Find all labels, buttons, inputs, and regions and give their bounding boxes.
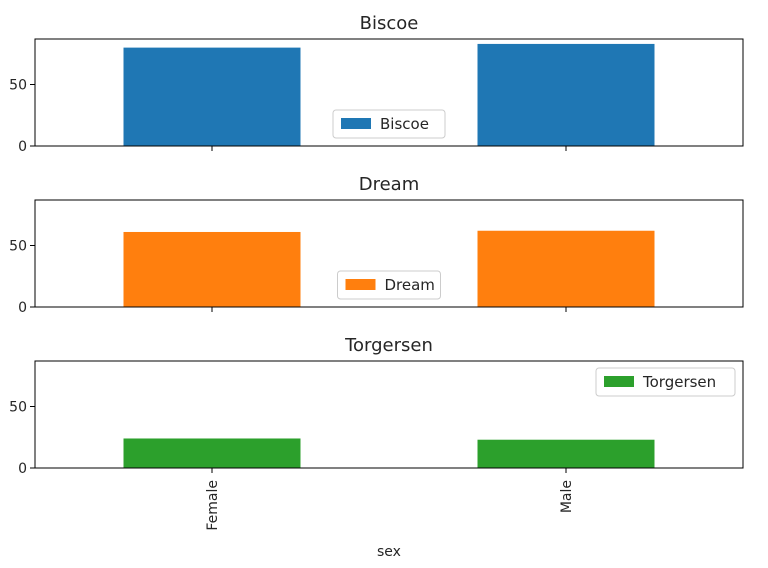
bar-torgersen-female [123, 438, 301, 468]
x-tick-label-female: Female [205, 480, 221, 531]
y-tick-label-biscoe-0: 0 [18, 139, 27, 155]
legend-label-biscoe: Biscoe [380, 115, 429, 133]
subplot-title-biscoe: Biscoe [360, 13, 419, 34]
y-tick-label-biscoe-50: 50 [9, 78, 27, 94]
legend-swatch-dream [345, 279, 376, 290]
y-tick-label-dream-0: 0 [18, 300, 27, 316]
bar-biscoe-male [477, 43, 655, 146]
axes-frame-biscoe [34, 38, 744, 147]
x-axis-label: sex [377, 544, 401, 560]
legend-label-torgersen: Torgersen [642, 373, 716, 391]
legend-swatch-torgersen [604, 376, 634, 387]
y-tick-label-torgersen-50: 50 [9, 400, 27, 416]
legend-box-dream [337, 270, 441, 300]
legend-box-torgersen [595, 367, 736, 397]
y-tick-label-dream-50: 50 [9, 239, 27, 255]
axes-frame-torgersen [34, 360, 744, 469]
bar-torgersen-male [477, 439, 655, 468]
x-tick-label-male: Male [559, 480, 575, 513]
bar-dream-male [477, 230, 655, 307]
subplot-title-torgersen: Torgersen [344, 335, 433, 356]
bar-biscoe-female [123, 47, 301, 147]
subplot-title-dream: Dream [359, 174, 420, 195]
y-tick-label-torgersen-0: 0 [18, 461, 27, 477]
legend-box-biscoe [332, 109, 446, 139]
bar-dream-female [123, 231, 301, 307]
legend-swatch-biscoe [341, 118, 371, 129]
legend-label-dream: Dream [385, 276, 435, 294]
axes-frame-dream [34, 199, 744, 308]
